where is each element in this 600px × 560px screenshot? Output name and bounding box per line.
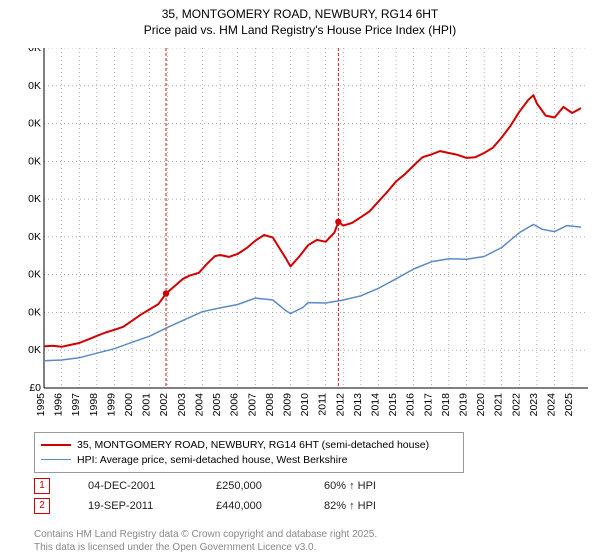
legend: 35, MONTGOMERY ROAD, NEWBURY, RG14 6HT (… (34, 432, 464, 473)
svg-text:2025: 2025 (563, 393, 575, 417)
legend-item-property: 35, MONTGOMERY ROAD, NEWBURY, RG14 6HT (… (41, 437, 457, 452)
legend-swatch-property (41, 444, 71, 446)
footer-line-2: This data is licensed under the Open Gov… (34, 541, 377, 554)
svg-text:£900K: £900K (28, 48, 41, 54)
svg-text:£800K: £800K (28, 80, 41, 92)
title-line-1: 35, MONTGOMERY ROAD, NEWBURY, RG14 6HT (0, 6, 600, 22)
sale-pct-2: 82% ↑ HPI (324, 500, 424, 512)
svg-text:2016: 2016 (405, 393, 417, 417)
title-line-2: Price paid vs. HM Land Registry's House … (0, 22, 600, 38)
svg-text:1998: 1998 (88, 393, 100, 417)
sale-badge-2: 2 (34, 498, 50, 514)
sale-events: 1 04-DEC-2001 £250,000 60% ↑ HPI 2 19-SE… (34, 476, 424, 516)
svg-text:2020: 2020 (475, 393, 487, 417)
svg-text:2013: 2013 (352, 393, 364, 417)
sale-date-1: 04-DEC-2001 (88, 480, 188, 492)
footer-attribution: Contains HM Land Registry data © Crown c… (34, 528, 377, 554)
sale-row-2: 2 19-SEP-2011 £440,000 82% ↑ HPI (34, 496, 424, 516)
legend-label-hpi: HPI: Average price, semi-detached house,… (77, 454, 347, 466)
legend-label-property: 35, MONTGOMERY ROAD, NEWBURY, RG14 6HT (… (77, 439, 429, 451)
legend-swatch-hpi (41, 459, 71, 460)
svg-text:2011: 2011 (317, 393, 329, 416)
svg-text:2022: 2022 (510, 393, 522, 417)
svg-text:1995: 1995 (35, 393, 47, 417)
sale-date-2: 19-SEP-2011 (88, 500, 188, 512)
chart-svg: £0 £100K £200K £300K £400K £500K £600K £700K £80… (28, 48, 588, 420)
svg-text:2003: 2003 (176, 393, 188, 417)
svg-text:2001: 2001 (141, 393, 153, 417)
svg-text:£600K: £600K (28, 155, 41, 167)
svg-text:2009: 2009 (281, 393, 293, 417)
svg-text:2021: 2021 (493, 393, 505, 417)
sale-badge-1: 1 (34, 478, 50, 494)
svg-text:2015: 2015 (387, 393, 399, 417)
svg-text:1999: 1999 (105, 393, 117, 417)
svg-text:2012: 2012 (334, 393, 346, 417)
svg-text:2007: 2007 (246, 393, 258, 417)
svg-text:£300K: £300K (28, 269, 41, 281)
svg-text:2023: 2023 (528, 393, 540, 417)
svg-text:2005: 2005 (211, 393, 223, 417)
sale-row-1: 1 04-DEC-2001 £250,000 60% ↑ HPI (34, 476, 424, 496)
sale-pct-1: 60% ↑ HPI (324, 480, 424, 492)
svg-text:2010: 2010 (299, 393, 311, 417)
svg-text:2008: 2008 (264, 393, 276, 417)
svg-text:2006: 2006 (229, 393, 241, 417)
svg-text:2024: 2024 (546, 393, 558, 417)
legend-item-hpi: HPI: Average price, semi-detached house,… (41, 452, 457, 467)
svg-text:2017: 2017 (422, 393, 434, 417)
svg-text:1997: 1997 (70, 393, 82, 417)
svg-text:£100K: £100K (28, 344, 41, 356)
svg-text:2004: 2004 (193, 393, 205, 417)
svg-text:2000: 2000 (123, 393, 135, 417)
chart: £0 £100K £200K £300K £400K £500K £600K £700K £80… (28, 48, 588, 420)
svg-text:2002: 2002 (158, 393, 170, 417)
svg-text:1996: 1996 (53, 393, 65, 417)
sale-price-2: £440,000 (216, 500, 296, 512)
svg-text:£700K: £700K (28, 118, 41, 130)
svg-text:2014: 2014 (369, 393, 381, 417)
svg-text:2018: 2018 (440, 393, 452, 417)
chart-title: 35, MONTGOMERY ROAD, NEWBURY, RG14 6HT P… (0, 6, 600, 38)
footer-line-1: Contains HM Land Registry data © Crown c… (34, 528, 377, 541)
sale-price-1: £250,000 (216, 480, 296, 492)
svg-text:£400K: £400K (28, 231, 41, 243)
svg-text:£200K: £200K (28, 306, 41, 318)
svg-text:£500K: £500K (28, 193, 41, 205)
svg-text:£0: £0 (29, 382, 41, 394)
svg-text:2019: 2019 (458, 393, 470, 417)
